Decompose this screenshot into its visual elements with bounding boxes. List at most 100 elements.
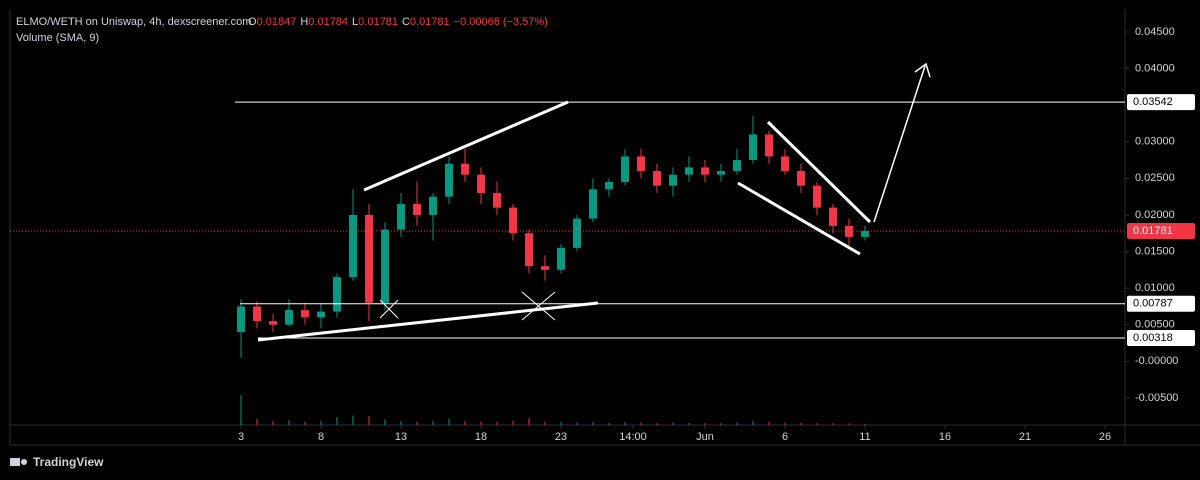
x-tick-label: 11 <box>859 431 870 443</box>
x-tick-label: Jun <box>696 431 714 443</box>
ohlc-value: 0.01784 <box>308 16 348 28</box>
volume-bar <box>656 423 659 425</box>
volume-bar <box>272 421 275 425</box>
candle-body <box>413 203 422 215</box>
candle-body <box>269 321 278 325</box>
last-price-label: 0.01781 <box>1133 225 1173 237</box>
y-tick-label: 0.01000 <box>1135 282 1175 294</box>
volume-bar <box>624 422 627 425</box>
candle-body <box>605 182 614 190</box>
volume-bar <box>304 421 307 425</box>
x-tick-label: 21 <box>1019 431 1031 443</box>
volume-bar <box>480 421 483 425</box>
candle-body <box>397 203 406 230</box>
candle-body <box>557 247 566 270</box>
candle-body <box>733 160 742 172</box>
ohlc-value: 0.01781 <box>410 16 450 28</box>
y-tick-label: 0.01500 <box>1135 245 1175 257</box>
volume-bar <box>688 422 691 425</box>
candle-body <box>749 134 758 161</box>
volume-bar <box>800 422 803 425</box>
y-tick-label: 0.02000 <box>1135 209 1175 221</box>
candle-body <box>333 277 342 312</box>
x-tick-label: 13 <box>395 431 407 443</box>
candle-body <box>701 167 710 175</box>
volume-bar <box>512 420 515 425</box>
volume-bar <box>752 420 755 425</box>
volume-bar <box>864 423 867 425</box>
candle-body <box>861 230 870 237</box>
volume-bar <box>720 423 723 425</box>
last-price-tag <box>1127 222 1195 239</box>
candle-body <box>541 266 550 270</box>
x-tick-label: 8 <box>318 431 324 443</box>
symbol: ELMO/WETH on Uniswap, 4h, dexscreener.co… <box>16 16 251 28</box>
ohlc-key: H <box>300 16 308 28</box>
volume-bar <box>528 418 531 425</box>
candle-body <box>621 156 630 183</box>
volume-bar <box>816 423 819 425</box>
candle-body <box>637 156 646 172</box>
candle-body <box>765 134 774 157</box>
y-tick-label: 0.04500 <box>1135 26 1175 38</box>
level-label: 0.00787 <box>1133 298 1173 310</box>
x-tick-label: 6 <box>782 431 788 443</box>
volume-bar <box>288 420 291 425</box>
candle-body <box>237 306 246 333</box>
volume-bar <box>832 423 835 425</box>
x-tick-label: 3 <box>238 431 244 443</box>
candle-body <box>493 192 502 208</box>
ohlc-value: 0.01847 <box>257 16 297 28</box>
candle-body <box>509 207 518 234</box>
candle-body <box>685 167 694 175</box>
volume-bar <box>240 395 243 425</box>
x-tick-label: 14:00 <box>619 431 647 443</box>
volume-bar <box>336 417 339 425</box>
candle-body <box>717 171 726 175</box>
volume-bar <box>592 421 595 425</box>
volume-bar <box>416 421 419 425</box>
drawings <box>257 62 931 342</box>
y-tick-label: 0.03000 <box>1135 136 1175 148</box>
candle-body <box>653 171 662 186</box>
volume-bar <box>368 416 371 425</box>
x-tick-label: 23 <box>555 431 567 443</box>
volume-bar <box>768 422 771 425</box>
candle-body <box>349 214 358 278</box>
candle-body <box>589 189 598 219</box>
candle-body <box>317 311 326 318</box>
ohlc-value: 0.01781 <box>358 16 398 28</box>
indicator: Volume (SMA, 9) <box>16 32 99 44</box>
candle-body <box>813 185 822 208</box>
volume-bar <box>384 419 387 425</box>
candle-body <box>461 163 470 175</box>
volume-bar <box>320 420 323 425</box>
level-label: 0.00318 <box>1133 332 1173 344</box>
volume-bar <box>448 418 451 425</box>
candle-body <box>477 174 486 193</box>
candle-body <box>573 218 582 248</box>
ohlc-key: L <box>352 16 358 28</box>
volume-bar <box>256 418 259 425</box>
volume-bar <box>640 422 643 425</box>
candle-body <box>429 196 438 215</box>
candle-body <box>365 214 374 303</box>
candle-body <box>253 306 262 322</box>
level-tag <box>1127 330 1195 347</box>
x-tick-label: 18 <box>475 431 487 443</box>
candle-body <box>781 156 790 172</box>
candle-body <box>525 233 534 267</box>
change: −0.00066 (−3.57%) <box>454 16 548 28</box>
level-tag <box>1127 295 1195 312</box>
candle-body <box>445 163 454 197</box>
ohlc: O0.01847 H0.01784 L0.01781 C0.01781 −0.00066… <box>248 16 548 28</box>
y-tick-label: 0.02500 <box>1135 172 1175 184</box>
level-label: 0.03542 <box>1133 96 1173 108</box>
volume-bar <box>496 422 499 425</box>
brand: TradingView <box>33 455 104 469</box>
y-tick-label: -0.00000 <box>1135 355 1178 367</box>
volume-bar <box>352 415 355 425</box>
volume-bar <box>608 422 611 425</box>
candle-body <box>797 171 806 186</box>
